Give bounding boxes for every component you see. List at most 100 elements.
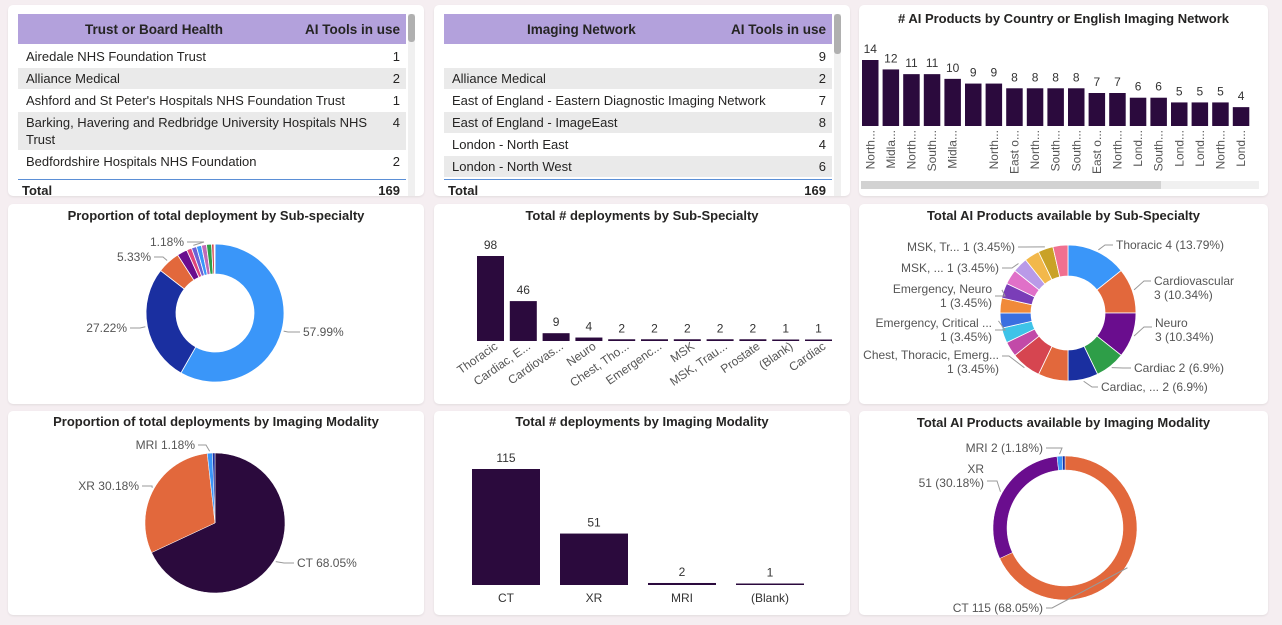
bar[interactable]: [903, 74, 920, 126]
bar[interactable]: [560, 533, 628, 585]
bar[interactable]: [772, 339, 800, 342]
bar[interactable]: [477, 256, 504, 341]
slice-label: Emergency, Neuro: [893, 282, 992, 296]
bar[interactable]: [805, 339, 832, 342]
bar[interactable]: [862, 60, 879, 126]
table-row[interactable]: Bedfordshire Hospitals NHS Foundation 2: [18, 151, 406, 173]
row-name: London - North East: [452, 137, 569, 152]
pie-slice[interactable]: [144, 453, 216, 553]
data-label: 8: [1032, 70, 1039, 84]
bar[interactable]: [1109, 93, 1126, 126]
row-name: [452, 48, 456, 65]
bar[interactable]: [472, 469, 540, 585]
bar[interactable]: [1026, 88, 1044, 126]
tools-column-header[interactable]: AI Tools in use: [730, 22, 826, 37]
table-row[interactable]: London - North East 4: [444, 134, 832, 156]
bar[interactable]: [985, 83, 1003, 126]
bar[interactable]: [1232, 107, 1250, 126]
category-label: North...: [1028, 130, 1042, 169]
bar[interactable]: [965, 83, 982, 126]
pie-slice[interactable]: [1062, 455, 1066, 471]
total-value: 169: [378, 183, 400, 196]
row-value: 2: [392, 154, 400, 169]
table-row[interactable]: Alliance Medical 2: [18, 68, 406, 90]
bar[interactable]: [1068, 88, 1085, 126]
bar[interactable]: [648, 582, 716, 585]
data-label: 8: [1052, 70, 1059, 84]
category-label: South...: [1049, 130, 1063, 171]
bar[interactable]: [509, 301, 537, 341]
data-label: 2: [684, 321, 691, 335]
bar[interactable]: [1047, 88, 1064, 126]
bar[interactable]: [1171, 102, 1188, 126]
category-label: South...: [1152, 130, 1166, 171]
row-name: Ashford and St Peter's Hospitals NHS Fou…: [26, 93, 345, 108]
pie-slice[interactable]: [1052, 244, 1069, 278]
trust-table-header[interactable]: Trust or Board Health AI Tools in use: [18, 14, 406, 44]
leader-line: [1098, 244, 1113, 251]
table-row[interactable]: 9: [444, 46, 832, 68]
slice-label: Cardiac 2 (6.9%): [1134, 361, 1224, 375]
bar[interactable]: [608, 339, 636, 341]
bar[interactable]: [882, 69, 900, 126]
pie-slice[interactable]: [145, 269, 197, 374]
tools-column-header[interactable]: AI Tools in use: [304, 22, 400, 37]
leader-line: [198, 444, 211, 452]
network-table-body: 9 Alliance Medical 2 East of England - East…: [444, 46, 832, 179]
category-label: XR: [586, 591, 603, 605]
pie-slice[interactable]: [999, 455, 1138, 601]
bar[interactable]: [641, 339, 668, 341]
pie-slice[interactable]: [213, 243, 216, 275]
bar[interactable]: [739, 339, 767, 341]
category-label: North...: [1213, 130, 1227, 169]
bar[interactable]: [1006, 88, 1023, 126]
data-label: 14: [864, 42, 878, 56]
pie-slice[interactable]: [180, 243, 285, 383]
data-label: 8: [1011, 70, 1018, 84]
category-label: Lond...: [1193, 130, 1207, 167]
trust-column-header[interactable]: Trust or Board Health: [85, 22, 224, 37]
bar[interactable]: [673, 339, 701, 341]
leader-line: [1046, 447, 1063, 455]
bar[interactable]: [542, 333, 570, 341]
trust-table-scroll-thumb[interactable]: [408, 14, 415, 42]
bar[interactable]: [706, 339, 734, 341]
row-value: 4: [818, 137, 826, 152]
table-row[interactable]: Ashford and St Peter's Hospitals NHS Fou…: [18, 90, 406, 112]
pie-slice[interactable]: [992, 456, 1059, 559]
bar[interactable]: [1191, 102, 1209, 126]
trust-table-total-row: Total 169: [18, 179, 406, 196]
network-table-header[interactable]: Imaging Network AI Tools in use: [444, 14, 832, 44]
table-row[interactable]: East of England - Eastern Diagnostic Ima…: [444, 90, 832, 112]
bar[interactable]: [1088, 93, 1106, 126]
table-row[interactable]: East of England - ImageEast 8: [444, 112, 832, 134]
network-column-header[interactable]: Imaging Network: [527, 22, 636, 37]
data-label: 9: [991, 66, 998, 80]
pie-slice[interactable]: [212, 452, 216, 524]
table-row[interactable]: Barking, Havering and Redbridge Universi…: [18, 112, 406, 151]
data-label: 4: [586, 320, 593, 334]
bar[interactable]: [736, 583, 804, 586]
bar[interactable]: [1129, 97, 1147, 126]
category-label: MRI: [671, 591, 693, 605]
data-label: 2: [651, 321, 658, 335]
table-row[interactable]: Alliance Medical 2: [444, 68, 832, 90]
table-row[interactable]: Airedale NHS Foundation Trust 1: [18, 46, 406, 68]
horizontal-scroll-thumb[interactable]: [861, 181, 1161, 189]
bar[interactable]: [1212, 102, 1229, 126]
network-table-scroll-thumb[interactable]: [834, 14, 841, 54]
bar[interactable]: [923, 74, 941, 126]
bar[interactable]: [944, 78, 961, 126]
category-label: Lond...: [1131, 130, 1145, 167]
trust-table-scrollbar[interactable]: [408, 14, 415, 196]
table-row[interactable]: London - North West 6: [444, 156, 832, 178]
network-table-scrollbar[interactable]: [834, 14, 841, 196]
data-label: 5: [1176, 84, 1183, 98]
pie-slice[interactable]: [151, 452, 286, 594]
bar[interactable]: [575, 337, 603, 341]
bar[interactable]: [1150, 97, 1167, 126]
country-bar-chart: 14 North... 12 Midla... 11 North... 11 South...…: [862, 42, 1250, 174]
